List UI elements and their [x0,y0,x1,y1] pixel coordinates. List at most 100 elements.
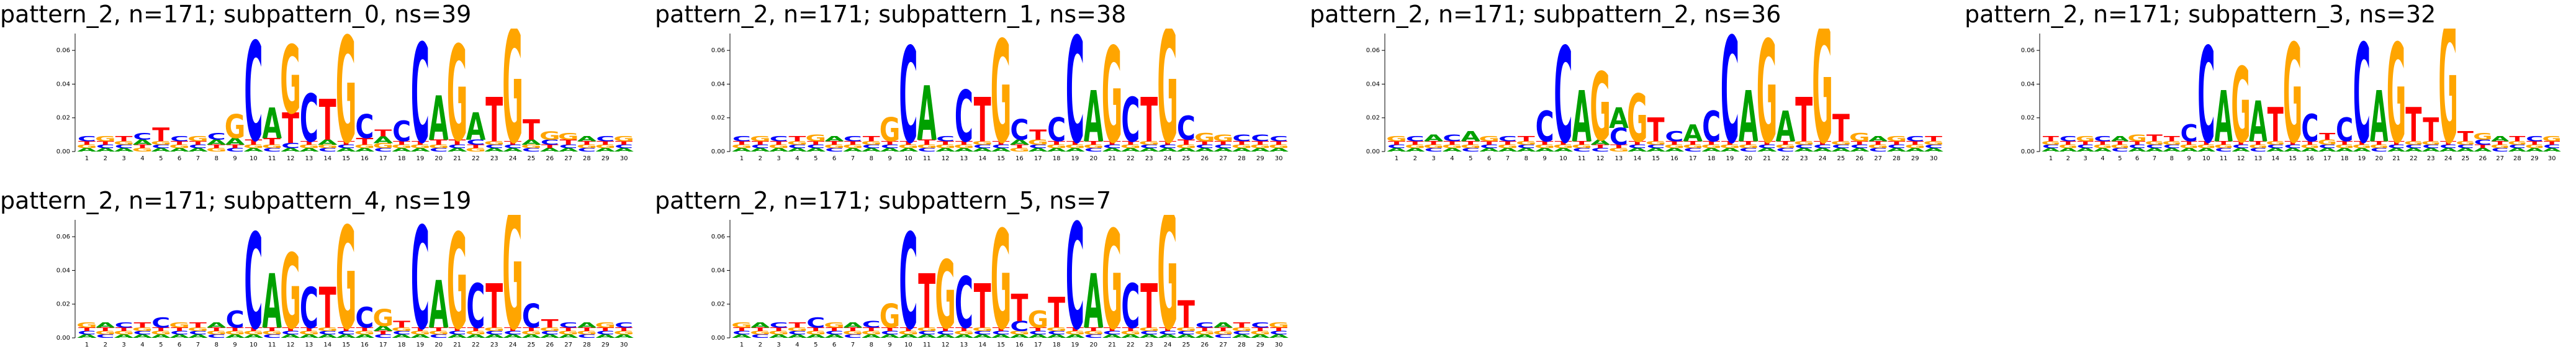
logo-letter-A: A [484,147,504,153]
logo-letter-C: C [844,135,862,143]
logo-letter-G: G [466,330,487,336]
logo-letter-A: A [2508,147,2528,153]
logo-letter-T: T [1425,140,1443,146]
x-tick-label: 13 [960,342,968,348]
logo-letter-T: T [1196,327,1214,332]
y-tick-label: 0.02 [2021,115,2035,122]
x-tick-label: 23 [490,342,498,348]
logo-letter-C: C [448,330,467,336]
x-tick-label: 16 [2306,155,2314,162]
logo-letter-G: G [1923,140,1944,146]
logo-letter-C: C [917,147,936,153]
logo-letter-G: G [466,147,487,153]
logo-letter-A: A [318,138,338,147]
x-tick-label: 3 [122,155,125,162]
logo-letter-C: C [973,330,992,336]
logo-letter-A: A [1479,147,1499,153]
logo-letter-T: T [770,140,788,146]
logo-letter-A: A [373,135,393,146]
logo-letter-T: T [152,327,169,332]
logo-letter-A: A [559,334,579,339]
logo-letter-C: C [825,147,844,153]
logo-letter-A: A [1214,322,1234,330]
logo-letter-A: A [1102,334,1122,339]
logo-letter-G: G [391,144,412,150]
logo-letter-C: C [1158,144,1177,150]
logo-letter-G: G [502,29,523,165]
logo-letter-G: G [539,327,561,332]
logo-letter-T: T [1795,84,1813,156]
x-tick-label: 17 [379,155,387,162]
logo-letter-G: G [1701,144,1722,150]
logo-letter-C: C [2284,144,2302,150]
y-tick-label: 0.04 [56,267,70,274]
logo-letter-G: G [484,140,505,146]
logo-letter-A: A [207,138,227,147]
logo-letter-G: G [336,29,357,165]
logo-letter-A: A [503,147,523,153]
logo-letter-T: T [1518,135,1536,143]
logo-letter-T: T [356,327,373,332]
x-tick-label: 23 [2427,155,2435,162]
logo-letter-T: T [115,327,133,332]
logo-letter-C: C [1177,110,1196,148]
logo-letter-C: C [1795,144,1813,150]
logo-letter-C: C [2543,144,2560,150]
logo-letter-G: G [1553,144,1574,150]
logo-letter-G: G [280,233,301,352]
logo-letter-T: T [770,327,788,332]
logo-letter-T: T [430,327,448,332]
logo-letter-A: A [843,147,863,153]
logo-letter-T: T [227,327,244,332]
logo-letter-G: G [1138,140,1160,146]
logo-letter-T: T [2423,111,2439,149]
logo-letter-A: A [1924,147,1943,153]
y-tick-label: 0.02 [711,301,725,308]
x-tick-label: 9 [888,155,891,162]
x-tick-label: 16 [361,342,369,348]
logo-letter-T: T [752,327,769,332]
logo-letter-T: T [189,322,207,330]
x-tick-label: 28 [1238,155,1246,162]
x-tick-label: 22 [1127,155,1135,162]
logo-letter-G: G [1102,29,1123,165]
x-tick-label: 20 [435,155,443,162]
x-tick-label: 25 [1182,155,1191,162]
logo-letter-G: G [299,144,320,150]
logo-letter-C: C [1702,103,1721,152]
logo-letter-A: A [448,147,467,153]
logo-letter-C: C [899,215,917,352]
logo-letter-G: G [861,140,882,146]
logo-letter-C: C [226,147,245,153]
logo-letter-A: A [973,147,993,153]
logo-letter-A: A [1065,334,1085,339]
logo-letter-T: T [1592,144,1609,150]
logo-letter-T: T [2526,140,2542,146]
logo-letter-G: G [880,298,901,336]
x-tick-label: 4 [1450,155,1454,162]
x-tick-label: 25 [528,155,536,162]
x-tick-label: 1 [740,155,744,162]
logo-letter-A: A [1516,147,1536,153]
logo-letter-T: T [1443,140,1461,146]
logo-letter-T: T [374,128,392,139]
logo-letter-T: T [2285,140,2301,146]
logo-letter-A: A [1176,147,1196,153]
logo-letter-C: C [2232,144,2249,150]
x-tick-label: 24 [1164,155,1172,162]
logo-letter-A: A [2542,147,2562,153]
logo-letter-A: A [614,147,634,153]
logo-letter-C: C [281,142,300,150]
logo-letter-C: C [1029,330,1047,336]
x-tick-label: 22 [2410,155,2418,162]
logo-letter-T: T [993,140,1010,146]
logo-letter-C: C [788,144,806,150]
logo-letter-C: C [1869,147,1888,153]
logo-letter-G: G [1250,144,1271,150]
y-tick-label: 0.06 [711,234,725,240]
logo-letter-C: C [374,334,392,339]
logo-letter-T: T [1122,140,1139,146]
logo-letter-T: T [152,125,169,146]
logo-panel-4: pattern_2, n=171; subpattern_4, ns=19 0.… [0,186,658,354]
logo-letter-G: G [1590,53,1611,163]
